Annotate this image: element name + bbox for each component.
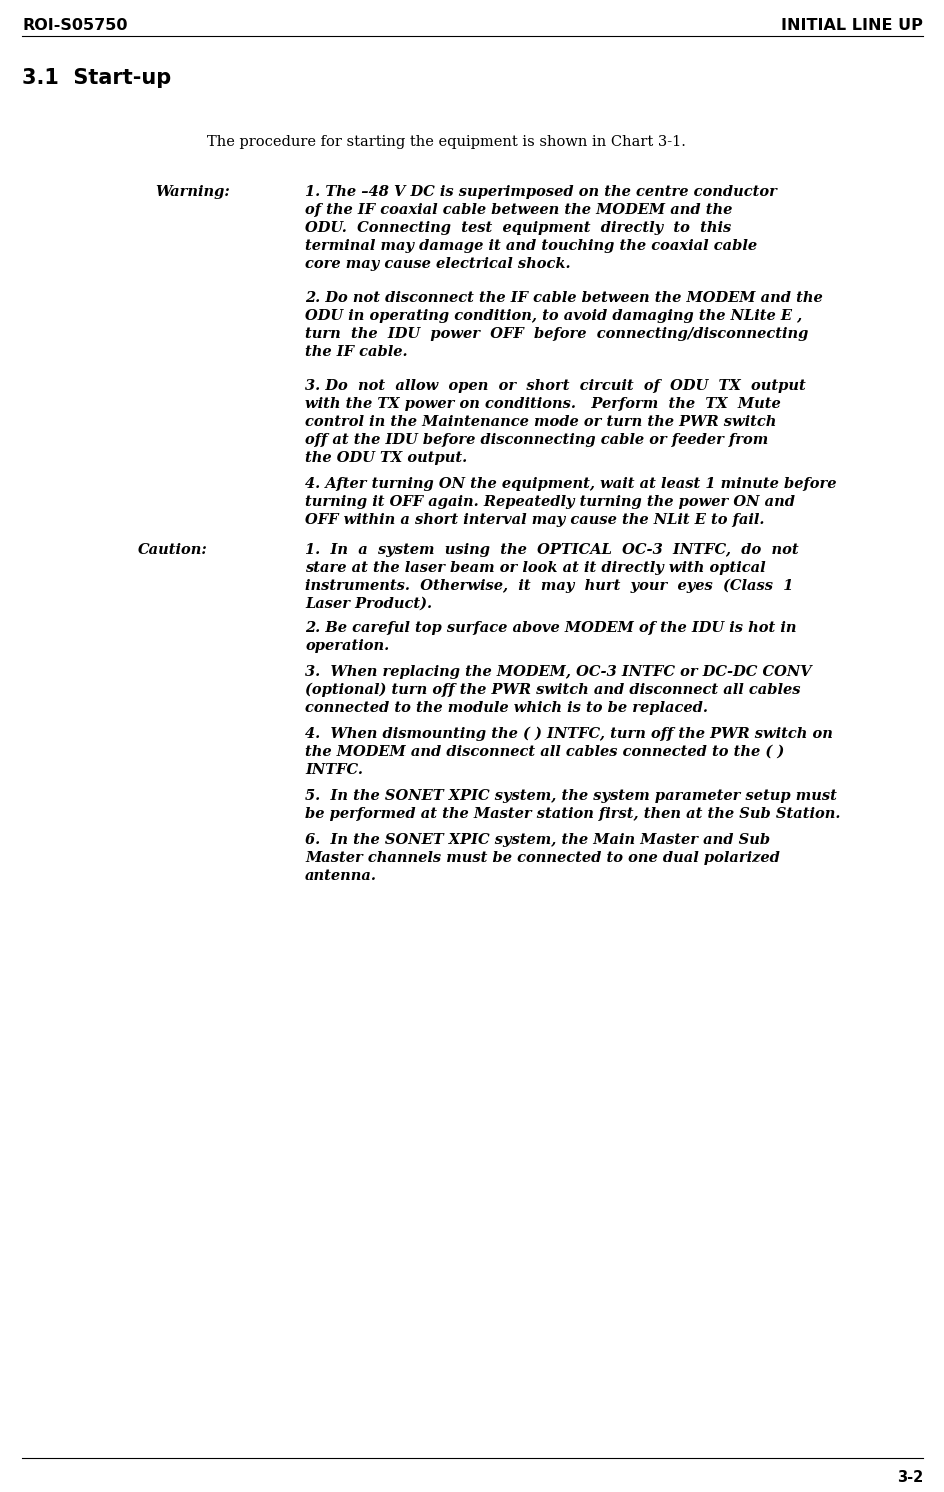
Text: 4. After turning ON the equipment, wait at least 1 minute before: 4. After turning ON the equipment, wait … [305, 477, 835, 491]
Text: 4.  When dismounting the ( ) INTFC, turn off the PWR switch on: 4. When dismounting the ( ) INTFC, turn … [305, 727, 832, 742]
Text: terminal may damage it and touching the coaxial cable: terminal may damage it and touching the … [305, 239, 756, 254]
Text: 6.  In the SONET XPIC system, the Main Master and Sub: 6. In the SONET XPIC system, the Main Ma… [305, 833, 769, 847]
Text: ODU.  Connecting  test  equipment  directly  to  this: ODU. Connecting test equipment directly … [305, 221, 731, 236]
Text: The procedure for starting the equipment is shown in Chart 3-1.: The procedure for starting the equipment… [207, 134, 685, 149]
Text: 3.  When replacing the MODEM, OC-3 INTFC or DC-DC CONV: 3. When replacing the MODEM, OC-3 INTFC … [305, 665, 811, 679]
Text: the MODEM and disconnect all cables connected to the ( ): the MODEM and disconnect all cables conn… [305, 745, 784, 759]
Text: operation.: operation. [305, 639, 389, 653]
Text: (optional) turn off the PWR switch and disconnect all cables: (optional) turn off the PWR switch and d… [305, 683, 800, 697]
Text: be performed at the Master station first, then at the Sub Station.: be performed at the Master station first… [305, 807, 839, 821]
Text: 3-2: 3-2 [896, 1470, 922, 1485]
Text: Caution:: Caution: [138, 543, 208, 557]
Text: Laser Product).: Laser Product). [305, 597, 431, 612]
Text: control in the Maintenance mode or turn the PWR switch: control in the Maintenance mode or turn … [305, 415, 776, 430]
Text: 2. Be careful top surface above MODEM of the IDU is hot in: 2. Be careful top surface above MODEM of… [305, 621, 796, 636]
Text: instruments.  Otherwise,  it  may  hurt  your  eyes  (Class  1: instruments. Otherwise, it may hurt your… [305, 579, 793, 594]
Text: antenna.: antenna. [305, 868, 377, 883]
Text: off at the IDU before disconnecting cable or feeder from: off at the IDU before disconnecting cabl… [305, 433, 767, 448]
Text: INITIAL LINE UP: INITIAL LINE UP [781, 18, 922, 33]
Text: the IF cable.: the IF cable. [305, 345, 407, 360]
Text: connected to the module which is to be replaced.: connected to the module which is to be r… [305, 701, 707, 715]
Text: stare at the laser beam or look at it directly with optical: stare at the laser beam or look at it di… [305, 561, 765, 574]
Text: Warning:: Warning: [155, 185, 229, 198]
Text: Master channels must be connected to one dual polarized: Master channels must be connected to one… [305, 850, 779, 865]
Text: turn  the  IDU  power  OFF  before  connecting/disconnecting: turn the IDU power OFF before connecting… [305, 327, 807, 342]
Text: 1.  In  a  system  using  the  OPTICAL  OC-3  INTFC,  do  not: 1. In a system using the OPTICAL OC-3 IN… [305, 543, 798, 557]
Text: 3.1  Start-up: 3.1 Start-up [22, 69, 171, 88]
Text: OFF within a short interval may cause the NLit E to fail.: OFF within a short interval may cause th… [305, 513, 764, 527]
Text: turning it OFF again. Repeatedly turning the power ON and: turning it OFF again. Repeatedly turning… [305, 495, 794, 509]
Text: 3. Do  not  allow  open  or  short  circuit  of  ODU  TX  output: 3. Do not allow open or short circuit of… [305, 379, 805, 392]
Text: ODU in operating condition, to avoid damaging the NLite E ,: ODU in operating condition, to avoid dam… [305, 309, 801, 322]
Text: with the TX power on conditions.   Perform  the  TX  Mute: with the TX power on conditions. Perform… [305, 397, 780, 410]
Text: of the IF coaxial cable between the MODEM and the: of the IF coaxial cable between the MODE… [305, 203, 732, 216]
Text: 2. Do not disconnect the IF cable between the MODEM and the: 2. Do not disconnect the IF cable betwee… [305, 291, 822, 304]
Text: core may cause electrical shock.: core may cause electrical shock. [305, 257, 570, 272]
Text: ROI-S05750: ROI-S05750 [22, 18, 127, 33]
Text: the ODU TX output.: the ODU TX output. [305, 451, 466, 466]
Text: INTFC.: INTFC. [305, 762, 362, 777]
Text: 1. The –48 V DC is superimposed on the centre conductor: 1. The –48 V DC is superimposed on the c… [305, 185, 776, 198]
Text: 5.  In the SONET XPIC system, the system parameter setup must: 5. In the SONET XPIC system, the system … [305, 789, 836, 803]
